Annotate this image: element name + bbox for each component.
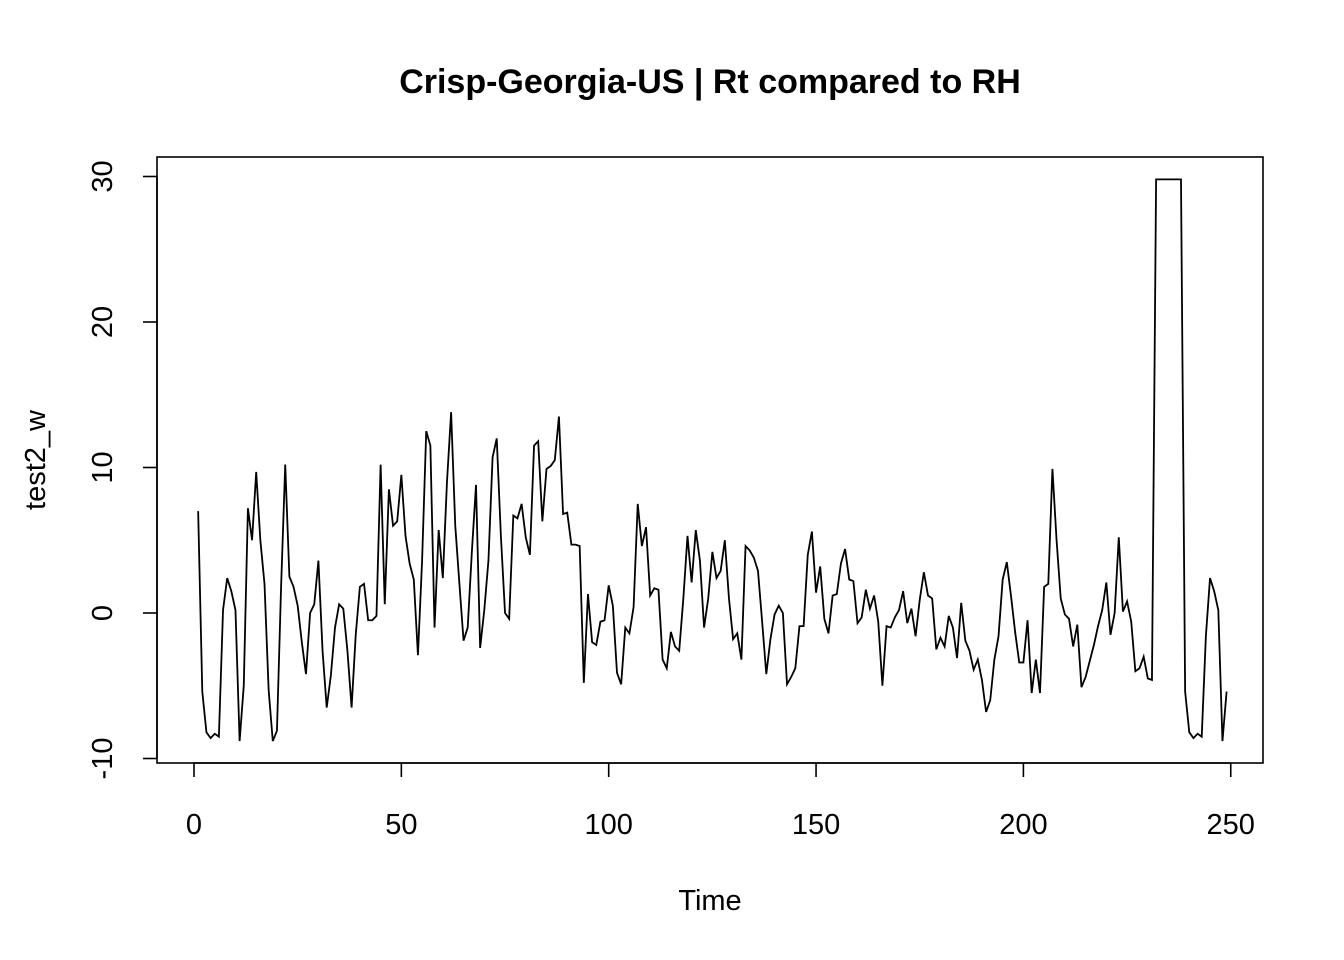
x-tick-label: 150 — [792, 809, 840, 841]
x-tick-label: 200 — [999, 809, 1047, 841]
y-axis: -10 0 10 20 30 — [87, 160, 158, 780]
x-tick-label: 0 — [186, 809, 202, 841]
x-tick-label: 250 — [1207, 809, 1255, 841]
plot-frame — [156, 156, 1264, 764]
y-tick-label: 30 — [87, 160, 119, 192]
y-tick-label: -10 — [87, 738, 119, 780]
x-tick-label: 50 — [385, 809, 417, 841]
series-line — [197, 178, 1228, 742]
chart-title: Crisp-Georgia-US | Rt compared to RH — [399, 63, 1021, 101]
y-tick-label: 0 — [87, 605, 119, 621]
x-axis-title: Time — [678, 885, 741, 917]
y-tick-label: 10 — [87, 451, 119, 483]
x-tick-label: 100 — [585, 809, 633, 841]
y-axis-title: test2_w — [20, 409, 52, 510]
y-tick-label: 20 — [87, 306, 119, 338]
x-axis: 0 50 100 150 200 250 — [186, 762, 1255, 841]
